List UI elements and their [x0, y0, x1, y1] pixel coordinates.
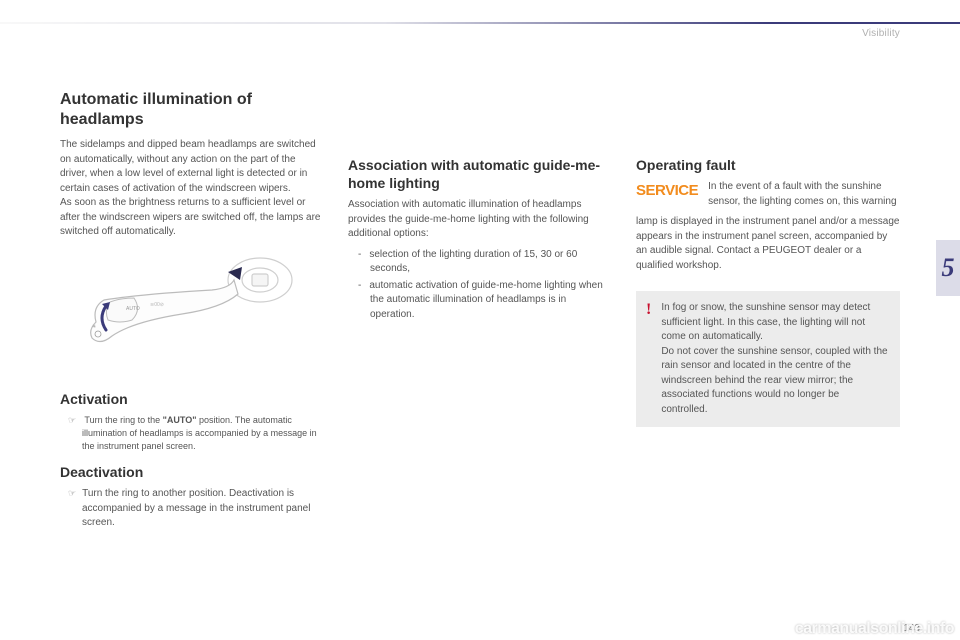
- warning-box: ! In fog or snow, the sunshine sensor ma…: [636, 291, 900, 427]
- column-3: Operating fault SERVICE In the event of …: [636, 90, 900, 640]
- svg-text:✳: ✳: [92, 324, 96, 330]
- warning-text: In fog or snow, the sunshine sensor may …: [661, 301, 888, 417]
- section-label: Visibility: [862, 28, 900, 39]
- deactivation-heading: Deactivation: [60, 463, 324, 481]
- activation-heading: Activation: [60, 390, 324, 408]
- page-content: Automatic illumination of headlamps The …: [60, 90, 900, 640]
- svg-text:AUTO: AUTO: [126, 306, 140, 312]
- activation-item: Turn the ring to the "AUTO" position. Th…: [60, 414, 324, 453]
- association-item-1: selection of the lighting duration of 15…: [348, 248, 612, 277]
- association-heading: Association with automatic guide-me-home…: [348, 156, 612, 192]
- svg-text:≋00⊘: ≋00⊘: [150, 302, 164, 308]
- association-intro: Association with automatic illumination …: [348, 198, 612, 242]
- service-row: SERVICE In the event of a fault with the…: [636, 180, 900, 209]
- warning-icon: !: [646, 301, 651, 318]
- main-title: Automatic illumination of headlamps: [60, 90, 324, 130]
- service-cont-text: lamp is displayed in the instrument pane…: [636, 215, 900, 273]
- header-rule: [0, 22, 960, 24]
- intro-paragraph: The sidelamps and dipped beam headlamps …: [60, 138, 324, 240]
- fault-heading: Operating fault: [636, 156, 900, 174]
- chapter-number: 5: [942, 253, 955, 283]
- column-1: Automatic illumination of headlamps The …: [60, 90, 324, 640]
- activation-list: Turn the ring to the "AUTO" position. Th…: [60, 414, 324, 455]
- stalk-illustration: AUTO ≋00⊘ ✳: [60, 252, 324, 372]
- deactivation-list: Turn the ring to another position. Deact…: [60, 487, 324, 533]
- service-inline-text: In the event of a fault with the sunshin…: [708, 180, 900, 209]
- chapter-tab: 5: [936, 240, 960, 296]
- service-icon: SERVICE: [636, 180, 698, 199]
- watermark: carmanualsonline.info: [795, 620, 954, 638]
- association-item-2: automatic activation of guide-me-home li…: [348, 279, 612, 323]
- deactivation-item: Turn the ring to another position. Deact…: [60, 487, 324, 531]
- association-list: selection of the lighting duration of 15…: [348, 248, 612, 325]
- column-2: Association with automatic guide-me-home…: [348, 90, 612, 640]
